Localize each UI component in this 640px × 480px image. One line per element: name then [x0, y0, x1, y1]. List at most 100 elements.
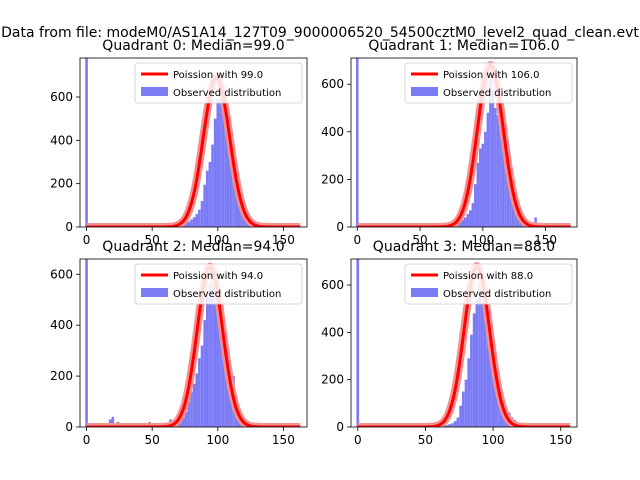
histogram-bar [200, 345, 204, 427]
quadrant-2-plot-area [83, 259, 304, 427]
histogram-bar [445, 425, 449, 427]
histogram-bar [216, 299, 220, 427]
histogram-bar [489, 79, 492, 227]
y-tick-label: 0 [65, 220, 73, 234]
y-tick-label: 200 [321, 172, 344, 186]
histogram-bar [356, 259, 360, 427]
legend-observed-swatch [141, 288, 168, 297]
axes-frame [350, 57, 578, 228]
x-tick-label: 0 [353, 233, 361, 247]
histogram-bar [494, 107, 497, 227]
histogram-bar [182, 416, 185, 427]
histogram-bar [356, 58, 359, 227]
histogram-bar [459, 405, 462, 427]
histogram-bar [192, 217, 196, 227]
histogram-bar [476, 162, 480, 227]
histogram-bar [480, 289, 484, 427]
legend-frame [134, 263, 303, 305]
histogram-bar [195, 373, 199, 427]
legend-observed-label: Observed distribution [173, 88, 281, 99]
histogram-bar [224, 343, 227, 427]
histogram-bar [229, 162, 233, 227]
x-tick-label: 0 [83, 433, 91, 447]
legend-poisson-label: Poission with 94.0 [173, 271, 263, 282]
histogram-bar [494, 377, 498, 427]
histogram-bar [451, 423, 454, 427]
histogram-bar [499, 127, 502, 227]
x-tick-label: 100 [206, 433, 229, 447]
histogram-bar [200, 201, 204, 227]
quadrant-3-title: Quadrant 3: Median=88.0 [373, 239, 555, 255]
histogram-bar [205, 297, 209, 427]
histogram-bar [466, 213, 470, 227]
y-tick-label: 600 [50, 90, 73, 104]
y-tick-label: 600 [321, 278, 344, 292]
histogram-bar [203, 320, 206, 427]
quadrant-3-axes: 0 50 100 150 0 200 400 600 Quadrant 3: Median=88… [321, 239, 578, 447]
histogram-bar [486, 112, 490, 227]
quadrant-0-legend: Poission with 99.0 Observed distribution [134, 62, 303, 104]
legend-poisson-label: Poission with 88.0 [443, 271, 533, 282]
histogram-bar [474, 184, 477, 227]
x-tick-label: 150 [534, 233, 557, 247]
y-tick-label: 0 [336, 220, 344, 234]
quadrant-2-axes: 0 50 100 150 0 200 400 600 Quadrant 2: Median=94… [50, 239, 308, 447]
y-tick-label: 0 [65, 420, 73, 434]
histogram-bar [458, 222, 462, 227]
histogram-bar [242, 214, 246, 227]
poisson-curve [357, 63, 571, 227]
y-tick-label: 400 [321, 125, 344, 139]
x-tick-label: 50 [418, 433, 433, 447]
histogram-bar [224, 125, 227, 227]
quadrant-1-plot-area [354, 58, 574, 227]
histogram-bar [237, 192, 241, 227]
quadrant-2-legend: Poission with 94.0 Observed distribution [134, 263, 303, 305]
y-tick-label: 400 [50, 318, 73, 332]
histogram-bar [221, 325, 225, 427]
axes-frame [79, 258, 308, 428]
histogram-bar [501, 141, 505, 227]
legend-observed-label: Observed distribution [443, 88, 551, 99]
histogram-bar [232, 167, 235, 227]
x-tick-label: 50 [145, 433, 160, 447]
histogram-bar [464, 379, 468, 427]
histogram-bar [219, 90, 222, 227]
y-tick-label: 200 [321, 373, 344, 387]
histogram-bar [211, 276, 214, 427]
histogram-bar [461, 391, 465, 427]
legend-poisson-label: Poission with 99.0 [173, 70, 263, 81]
histogram-bar [491, 356, 495, 427]
histogram-bar [453, 421, 457, 427]
quadrant-3-legend: Poission with 88.0 Observed distribution [404, 263, 573, 305]
x-tick-label: 150 [272, 233, 295, 247]
histogram-bar [198, 209, 201, 227]
histogram-bar [203, 184, 206, 227]
quadrant-1-title: Quadrant 1: Median=106.0 [368, 38, 559, 54]
histogram-bar [240, 209, 243, 227]
histogram-bar [456, 417, 460, 427]
histogram-bar [226, 129, 230, 227]
histogram-bar [486, 320, 490, 427]
histogram-bar [464, 217, 467, 227]
histogram-bar [205, 170, 209, 227]
axes-frame [79, 57, 308, 228]
histogram-bar [234, 179, 238, 227]
histogram-bar [472, 313, 476, 427]
histogram-bar [184, 222, 188, 227]
quadrant-3-plot-area [355, 259, 573, 427]
y-tick-label: 0 [336, 420, 344, 434]
histogram-bar [190, 219, 193, 227]
x-tick-label: 150 [272, 433, 295, 447]
histogram-bar [478, 285, 481, 427]
x-tick-label: 150 [549, 433, 572, 447]
histogram-bar [195, 214, 199, 227]
legend-observed-swatch [411, 87, 438, 96]
x-tick-label: 0 [354, 433, 362, 447]
y-tick-label: 200 [50, 369, 73, 383]
x-tick-label: 100 [482, 433, 505, 447]
histogram-bar [213, 292, 217, 427]
legend-frame [404, 62, 573, 104]
histogram-bar [187, 221, 191, 227]
histogram-bar [448, 424, 452, 427]
